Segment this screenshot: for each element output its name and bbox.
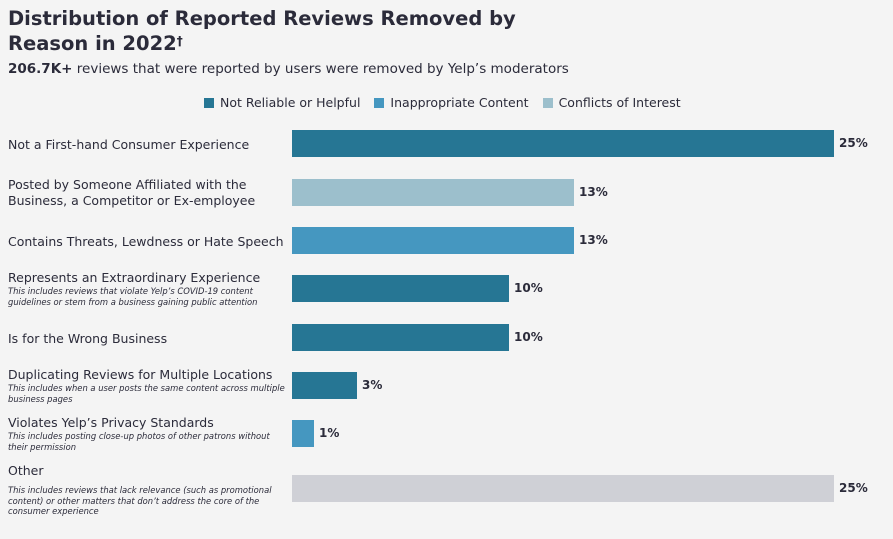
category-note: This includes when a user posts the same… <box>8 383 285 404</box>
category: Posted by Someone Affiliated with the Bu… <box>8 177 286 209</box>
bar <box>292 324 509 351</box>
category: Duplicating Reviews for Multiple Locatio… <box>8 367 286 404</box>
subtitle-text: reviews that were reported by users were… <box>72 61 569 77</box>
legend-label: Not Reliable or Helpful <box>220 95 361 110</box>
bar <box>292 372 357 399</box>
category-label: Posted by Someone Affiliated with the Bu… <box>8 177 256 208</box>
chart-title: Distribution of Reported Reviews Removed… <box>8 6 528 56</box>
category-note: This includes reviews that lack relevanc… <box>8 485 272 516</box>
category: Violates Yelp’s Privacy Standards This in… <box>8 415 286 452</box>
chart-subtitle: 206.7K+ reviews that were reported by us… <box>8 61 569 77</box>
legend-swatch <box>542 97 553 108</box>
legend-item: Conflicts of Interest <box>542 95 681 110</box>
category: Not a First-hand Consumer Experience <box>8 137 286 153</box>
legend-item: Not Reliable or Helpful <box>204 95 360 110</box>
value-label: 25% <box>839 481 868 495</box>
category-label: Not a First-hand Consumer Experience <box>8 137 250 152</box>
category-label: Violates Yelp’s Privacy Standards <box>8 415 214 430</box>
value-label: 25% <box>839 136 868 150</box>
value-label: 13% <box>579 185 608 199</box>
category-label: Contains Threats, Lewdness or Hate Speec… <box>8 234 284 249</box>
category-label: Duplicating Reviews for Multiple Locatio… <box>8 367 273 382</box>
bar <box>292 130 834 157</box>
value-label: 1% <box>319 426 340 440</box>
category: Represents an Extraordinary Experience Th… <box>8 270 286 307</box>
category-note: This includes reviews that violate Yelp’… <box>8 286 258 307</box>
category: Contains Threats, Lewdness or Hate Speec… <box>8 234 286 250</box>
legend-item: Inappropriate Content <box>374 95 529 110</box>
bar <box>292 179 574 206</box>
bar <box>292 275 509 302</box>
legend-label: Inappropriate Content <box>390 95 529 110</box>
category-note: This includes posting close-up photos of… <box>8 431 270 452</box>
legend-swatch <box>204 97 214 108</box>
legend-swatch <box>374 97 385 108</box>
chart-title-text: Distribution of Reported Reviews Removed… <box>8 7 516 55</box>
value-label: 10% <box>514 281 543 295</box>
subtitle-count: 206.7K+ <box>8 61 73 77</box>
value-label: 3% <box>362 378 383 392</box>
category-label: Represents an Extraordinary Experience <box>8 270 261 285</box>
value-label: 10% <box>514 330 543 344</box>
legend: Not Reliable or Helpful Inappropriate Con… <box>204 95 681 110</box>
category: Is for the Wrong Business <box>8 331 286 347</box>
category-label: Is for the Wrong Business <box>8 331 168 346</box>
value-label: 13% <box>579 233 608 247</box>
bar <box>292 475 834 502</box>
bar <box>292 227 574 254</box>
legend-label: Conflicts of Interest <box>558 95 681 110</box>
title-dagger: † <box>176 34 183 48</box>
category: Other This includes reviews that lack rel… <box>8 463 286 517</box>
bar <box>292 420 314 447</box>
category-label: Other <box>8 463 44 478</box>
